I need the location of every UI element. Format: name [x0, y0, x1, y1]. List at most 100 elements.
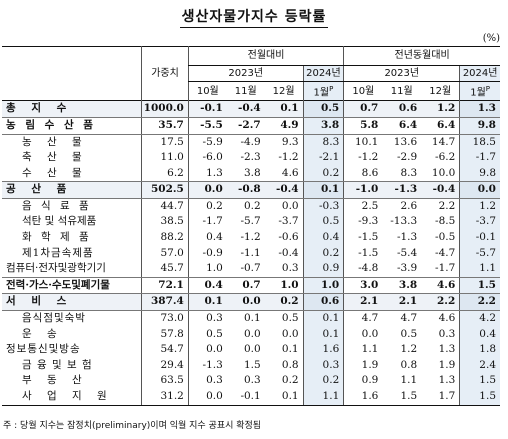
mom-cell: 0.1 — [302, 310, 344, 327]
yoy-cell: 0.9 — [343, 373, 383, 390]
mom-cell: 0.5 — [187, 326, 227, 343]
yoy-cell: -2.9 — [396, 151, 418, 164]
yoy-cell: -0.4 — [421, 181, 460, 199]
month-header: 10월 — [187, 81, 227, 101]
mom-cell: 0.2 — [187, 198, 227, 215]
table-row: 사 업 지 원 31.2 0.0 -0.1 0.1 1.1 1.6 1.5 1.7 1.5 — [2, 389, 500, 406]
yoy-cell: 2.4 — [459, 357, 500, 374]
mom-cell: 1.5 — [243, 358, 261, 371]
yoy-cell: -0.1 — [459, 230, 500, 246]
yoy-cell: -1.7 — [459, 150, 500, 166]
mom-cell: 0.3 — [243, 374, 261, 387]
row-label: 농 산 물 — [22, 135, 88, 148]
yoy-cell: 1.3 — [438, 343, 456, 356]
yoy-cell: -5.7 — [459, 245, 500, 262]
yoy-cell: 1.1 — [343, 342, 383, 358]
mom-cell: 4.6 — [264, 165, 304, 183]
yoy-cell: 18.5 — [459, 134, 500, 151]
mom-cell: 1.1 — [302, 389, 344, 406]
mom-cell: -0.4 — [278, 246, 299, 259]
ppi-table: 가중치 전월대비 전년동월대비 2023년 2024년 2023년 2024년 … — [2, 46, 500, 406]
yoy-cell: -1.3 — [382, 181, 422, 199]
yoy-cell: 10.0 — [421, 165, 460, 183]
mom-cell: 0.0 — [226, 293, 265, 312]
mom-cell: -5.9 — [187, 134, 227, 151]
mom-cell: -1.2 — [240, 231, 261, 244]
mom-cell: 0.1 — [302, 326, 344, 343]
yoy-cell: -4.8 — [343, 261, 383, 278]
mom-cell: 8.3 — [302, 134, 344, 151]
table-row: 전력·가스·수도및폐기물 72.1 0.4 0.7 1.0 1.0 3.0 3.8 4.6 1.5 — [2, 277, 500, 295]
month-header: 11월 — [234, 85, 257, 97]
row-label: 컴퓨터·전자및광학기기 — [2, 261, 142, 278]
yoy-cell: 0.3 — [438, 327, 456, 340]
yoy-cell: 2.2 — [459, 293, 500, 312]
mom-cell: 0.0 — [243, 327, 261, 340]
mom-cell: -1.1 — [240, 246, 261, 259]
yoy-cell: 1.5 — [459, 373, 500, 390]
yoy-cell: 1.3 — [438, 374, 456, 387]
row-label: 전력·가스·수도및폐기물 — [2, 277, 142, 295]
mom-cell: 0.2 — [264, 293, 304, 312]
yoy-cell: 2.6 — [400, 199, 418, 212]
yoy-cell: 1.1 — [400, 374, 418, 387]
footnote: 주 : 당월 지수는 잠정치(preliminary)이며 익월 지수 공표시 … — [3, 421, 262, 431]
mom-cell: -0.4 — [226, 100, 265, 118]
mom-cell: 0.2 — [302, 165, 344, 183]
mom-cell: 1.0 — [187, 261, 227, 278]
mom-cell: 4.9 — [264, 117, 304, 135]
weight-cell: 72.1 — [141, 277, 189, 295]
yoy-cell: 1.8 — [459, 342, 500, 358]
mom-cell: -2.1 — [302, 150, 344, 166]
mom-cell: 0.1 — [243, 312, 261, 325]
yoy-cell: 3.0 — [343, 277, 383, 295]
yoy-cell: 1.1 — [459, 261, 500, 278]
row-label: 공 산 품 — [2, 181, 142, 199]
mom-cell: 1.0 — [264, 277, 304, 295]
mom-cell: 1.6 — [302, 342, 344, 358]
yoy-cell: 0.6 — [382, 100, 422, 118]
table-row: 컴퓨터·전자및광학기기 45.7 1.0 -0.7 0.3 0.9 -4.8 -3.9 -1.7… — [2, 261, 500, 278]
row-label: 부 동 산 — [22, 374, 88, 387]
mom-cell: 0.1 — [281, 343, 299, 356]
yoy-cell: 1.2 — [459, 198, 500, 215]
mom-cell: 0.1 — [302, 181, 344, 199]
yoy-cell: 0.5 — [400, 327, 418, 340]
mom-cell: 9.3 — [281, 135, 299, 148]
yoy-cell: 2.1 — [343, 293, 383, 312]
weight-cell: 45.7 — [141, 261, 189, 278]
yoy-cell: -1.5 — [343, 245, 383, 262]
table-row: 운 송 57.8 0.5 0.0 0.0 0.1 0.0 0.5 0.3 0.4 — [2, 326, 500, 343]
mom-cell: -0.1 — [226, 389, 265, 406]
table-row: 수 산 물 6.2 1.3 3.8 4.6 0.2 8.6 8.3 10.0 9.8 — [2, 165, 500, 183]
weight-cell: 63.5 — [141, 373, 189, 390]
table-row: 정보통신및방송 54.7 0.0 0.0 0.1 1.6 1.1 1.2 1.3 1.8 — [2, 342, 500, 358]
yoy-cell: 1.6 — [343, 389, 383, 406]
weight-cell: 35.7 — [141, 117, 189, 135]
mom-cell: 0.8 — [281, 358, 299, 371]
mom-cell: -5.7 — [240, 215, 261, 228]
yoy-cell: 14.7 — [431, 135, 456, 148]
mom-cell: 0.3 — [264, 261, 304, 278]
yoy-cell: -8.5 — [435, 215, 456, 228]
mom-cell: 0.2 — [281, 374, 299, 387]
row-label: 석탄 및 석유제품 — [22, 215, 97, 228]
mom-cell: -0.6 — [278, 231, 299, 244]
row-label: 금 융 및 보 험 — [22, 358, 93, 371]
weight-cell: 73.0 — [141, 310, 189, 327]
row-label: 총 지 수 — [2, 100, 142, 118]
yoy-cell: 9.8 — [459, 117, 500, 135]
mom-cell: 0.0 — [281, 199, 299, 212]
row-label: 운 송 — [22, 327, 63, 340]
yoy-cell: 1.5 — [459, 277, 500, 295]
mom-cell: 1.3 — [187, 165, 227, 183]
yoy-cell: 10.1 — [343, 134, 383, 151]
yoy-cell: -0.5 — [435, 231, 456, 244]
row-label: 정보통신및방송 — [6, 343, 81, 356]
mom-cell: -0.7 — [226, 261, 265, 278]
month-header: 11월 — [390, 85, 413, 97]
yoy-cell: 13.6 — [393, 135, 418, 148]
table-row: 석탄 및 석유제품 38.5 -1.7 -5.7 -3.7 0.5 -9.3 -13.3 -8.… — [2, 214, 500, 231]
weight-cell: 11.0 — [141, 150, 189, 166]
weight-cell: 17.5 — [141, 134, 189, 151]
